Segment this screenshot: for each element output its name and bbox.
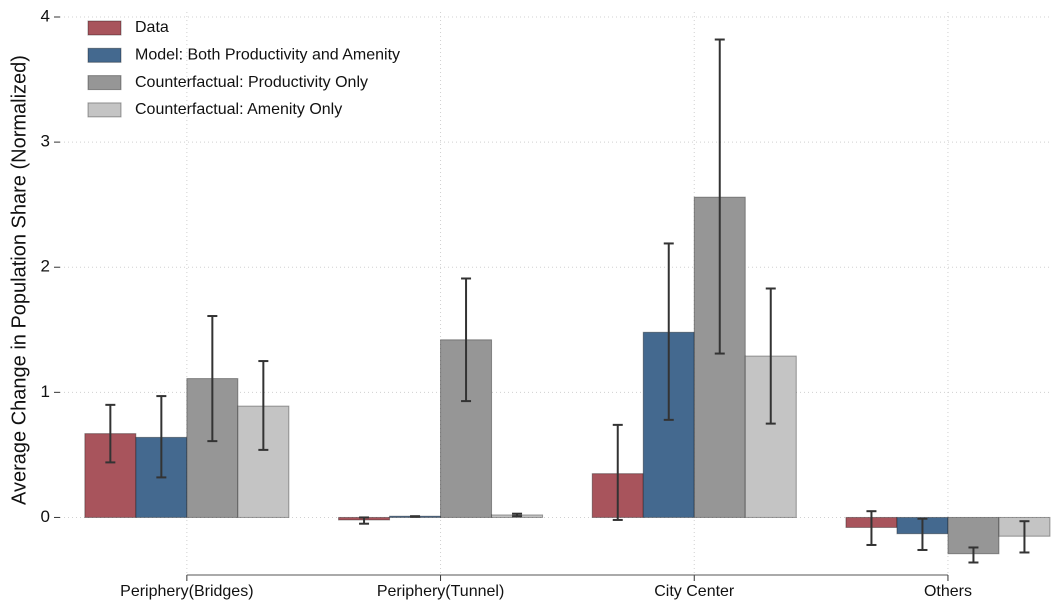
error-bar: [156, 395, 167, 479]
error-bar: [968, 546, 979, 564]
error-bar: [258, 360, 269, 451]
error-bar: [105, 403, 116, 464]
error-bar: [1019, 520, 1030, 554]
y-tick-label: 3: [41, 132, 50, 151]
legend-label: Model: Both Productivity and Amenity: [135, 47, 400, 64]
error-bar: [461, 277, 472, 403]
y-tick-label: 1: [41, 382, 50, 401]
y-tick-label: 4: [41, 6, 50, 25]
legend-label: Data: [135, 19, 169, 36]
legend-label: Counterfactual: Amenity Only: [135, 101, 342, 118]
legend-label: Counterfactual: Productivity Only: [135, 74, 368, 91]
y-axis-label: Average Change in Population Share (Norm…: [8, 55, 30, 505]
legend-swatch: [87, 47, 122, 63]
legend-swatch: [87, 102, 122, 118]
error-bar: [866, 510, 877, 546]
x-tick-label: Periphery(Tunnel): [377, 583, 504, 600]
error-bar: [207, 315, 218, 443]
error-bar: [359, 516, 370, 525]
error-bar: [612, 423, 623, 521]
legend-swatch: [87, 20, 122, 36]
error-bar: [714, 38, 725, 355]
legend-swatch: [87, 75, 122, 91]
error-bar: [410, 515, 421, 518]
x-tick-label: Others: [924, 583, 972, 600]
x-tick-label: City Center: [654, 583, 735, 600]
error-bar: [917, 517, 928, 551]
y-tick-label: 2: [41, 257, 50, 276]
x-tick-label: Periphery(Bridges): [120, 583, 253, 600]
error-bar: [663, 242, 674, 421]
error-bar: [512, 512, 523, 518]
error-bar: [765, 287, 776, 425]
y-tick-label: 0: [41, 507, 50, 526]
